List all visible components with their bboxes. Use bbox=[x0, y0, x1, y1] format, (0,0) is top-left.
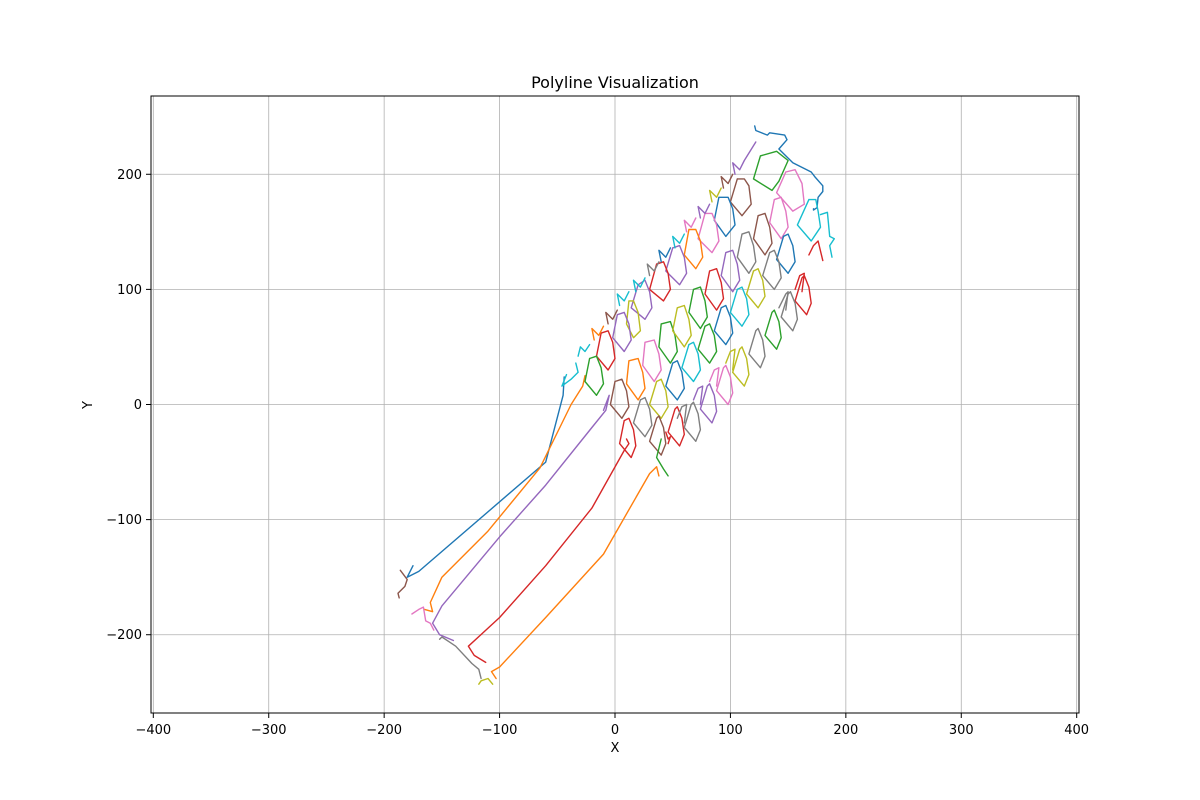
chart-title: Polyline Visualization bbox=[531, 73, 699, 92]
series-line-11 bbox=[775, 168, 805, 212]
series-line-47 bbox=[618, 417, 637, 459]
series-line-6 bbox=[397, 569, 408, 599]
series-line-7 bbox=[411, 606, 435, 631]
series-line-40 bbox=[729, 286, 750, 327]
series-line-53 bbox=[764, 309, 782, 350]
series-line-45 bbox=[648, 378, 669, 419]
series-line-38 bbox=[762, 249, 782, 291]
series-line-42 bbox=[697, 323, 718, 364]
series-line-34 bbox=[736, 231, 757, 274]
series-line-39 bbox=[745, 268, 766, 309]
series-line-20 bbox=[648, 261, 672, 302]
series-line-52 bbox=[780, 291, 799, 332]
series-line-71 bbox=[720, 173, 734, 189]
series-line-23 bbox=[612, 311, 632, 353]
series-line-68 bbox=[683, 217, 697, 233]
series-line-4 bbox=[467, 438, 630, 664]
series-line-77 bbox=[692, 385, 704, 406]
series-line-35 bbox=[752, 212, 773, 256]
series-line-2 bbox=[423, 375, 586, 613]
x-tick-label: 200 bbox=[833, 723, 858, 738]
series-line-48 bbox=[648, 415, 667, 456]
y-tick-label: −100 bbox=[106, 513, 142, 528]
x-tick-label: 300 bbox=[949, 723, 974, 738]
series-line-5 bbox=[490, 466, 660, 680]
series-line-8 bbox=[438, 636, 482, 680]
series-line-69 bbox=[697, 203, 711, 219]
series-line-43 bbox=[681, 341, 702, 383]
series-line-28 bbox=[642, 339, 662, 383]
series-line-44 bbox=[665, 360, 685, 401]
y-tick-label: 200 bbox=[117, 168, 142, 183]
y-axis-ticks: −200 −100 0 100 200 bbox=[106, 168, 151, 643]
series-line-29 bbox=[658, 320, 678, 364]
series-layer bbox=[397, 125, 835, 685]
series-line-22 bbox=[625, 300, 642, 339]
series-line-37 bbox=[775, 233, 796, 274]
x-tick-label: 0 bbox=[611, 723, 619, 738]
series-line-10 bbox=[752, 150, 789, 192]
series-line-18 bbox=[683, 228, 704, 270]
series-line-17 bbox=[697, 212, 720, 254]
series-line-50 bbox=[655, 438, 669, 477]
series-line-76 bbox=[708, 367, 720, 387]
series-line-58 bbox=[683, 401, 702, 442]
series-line-57 bbox=[699, 383, 718, 424]
series-line-75 bbox=[725, 348, 736, 371]
series-line-32 bbox=[704, 268, 725, 311]
series-line-9 bbox=[478, 677, 494, 685]
series-line-46 bbox=[632, 396, 653, 438]
y-tick-label: −200 bbox=[106, 628, 142, 643]
series-line-21 bbox=[630, 279, 653, 320]
series-line-19 bbox=[665, 244, 688, 286]
series-line-1 bbox=[406, 376, 565, 578]
series-line-0 bbox=[754, 125, 824, 211]
series-line-65 bbox=[646, 261, 660, 277]
series-line-26 bbox=[609, 378, 630, 419]
series-line-63 bbox=[616, 291, 630, 307]
x-tick-label: 400 bbox=[1064, 723, 1089, 738]
series-line-66 bbox=[658, 247, 672, 263]
series-line-49 bbox=[667, 406, 685, 447]
series-line-31 bbox=[688, 286, 708, 330]
y-tick-label: 100 bbox=[117, 283, 142, 298]
series-line-72 bbox=[732, 141, 757, 176]
x-tick-label: −400 bbox=[135, 723, 171, 738]
series-line-36 bbox=[769, 196, 789, 240]
series-line-33 bbox=[720, 249, 741, 293]
series-line-56 bbox=[715, 364, 734, 406]
x-tick-label: −200 bbox=[366, 723, 402, 738]
series-line-62 bbox=[605, 309, 618, 325]
series-line-54 bbox=[748, 327, 766, 369]
series-line-59 bbox=[561, 362, 579, 387]
x-tick-label: 100 bbox=[718, 723, 743, 738]
series-line-14 bbox=[808, 240, 824, 262]
series-line-61 bbox=[591, 325, 605, 341]
series-line-67 bbox=[672, 233, 685, 249]
x-tick-label: −100 bbox=[482, 723, 518, 738]
series-line-73 bbox=[794, 272, 805, 293]
series-line-70 bbox=[708, 187, 722, 203]
series-line-13 bbox=[819, 211, 835, 258]
series-line-30 bbox=[672, 304, 692, 348]
y-axis-label: Y bbox=[81, 401, 96, 410]
series-line-74 bbox=[778, 291, 789, 311]
x-tick-label: −300 bbox=[251, 723, 287, 738]
series-line-64 bbox=[632, 277, 646, 293]
series-line-60 bbox=[577, 343, 591, 357]
series-line-78 bbox=[676, 403, 688, 424]
grid bbox=[151, 96, 1079, 713]
y-tick-label: 0 bbox=[134, 398, 142, 413]
x-axis-ticks: −400 −300 −200 −100 0 100 200 300 400 bbox=[135, 713, 1089, 738]
series-line-12 bbox=[796, 198, 822, 242]
series-line-41 bbox=[713, 304, 734, 346]
series-line-55 bbox=[732, 346, 750, 387]
series-line-3 bbox=[431, 394, 610, 642]
series-line-79 bbox=[665, 431, 672, 445]
series-line-27 bbox=[625, 357, 646, 401]
x-axis-label: X bbox=[611, 741, 620, 756]
series-line-25 bbox=[584, 355, 605, 396]
